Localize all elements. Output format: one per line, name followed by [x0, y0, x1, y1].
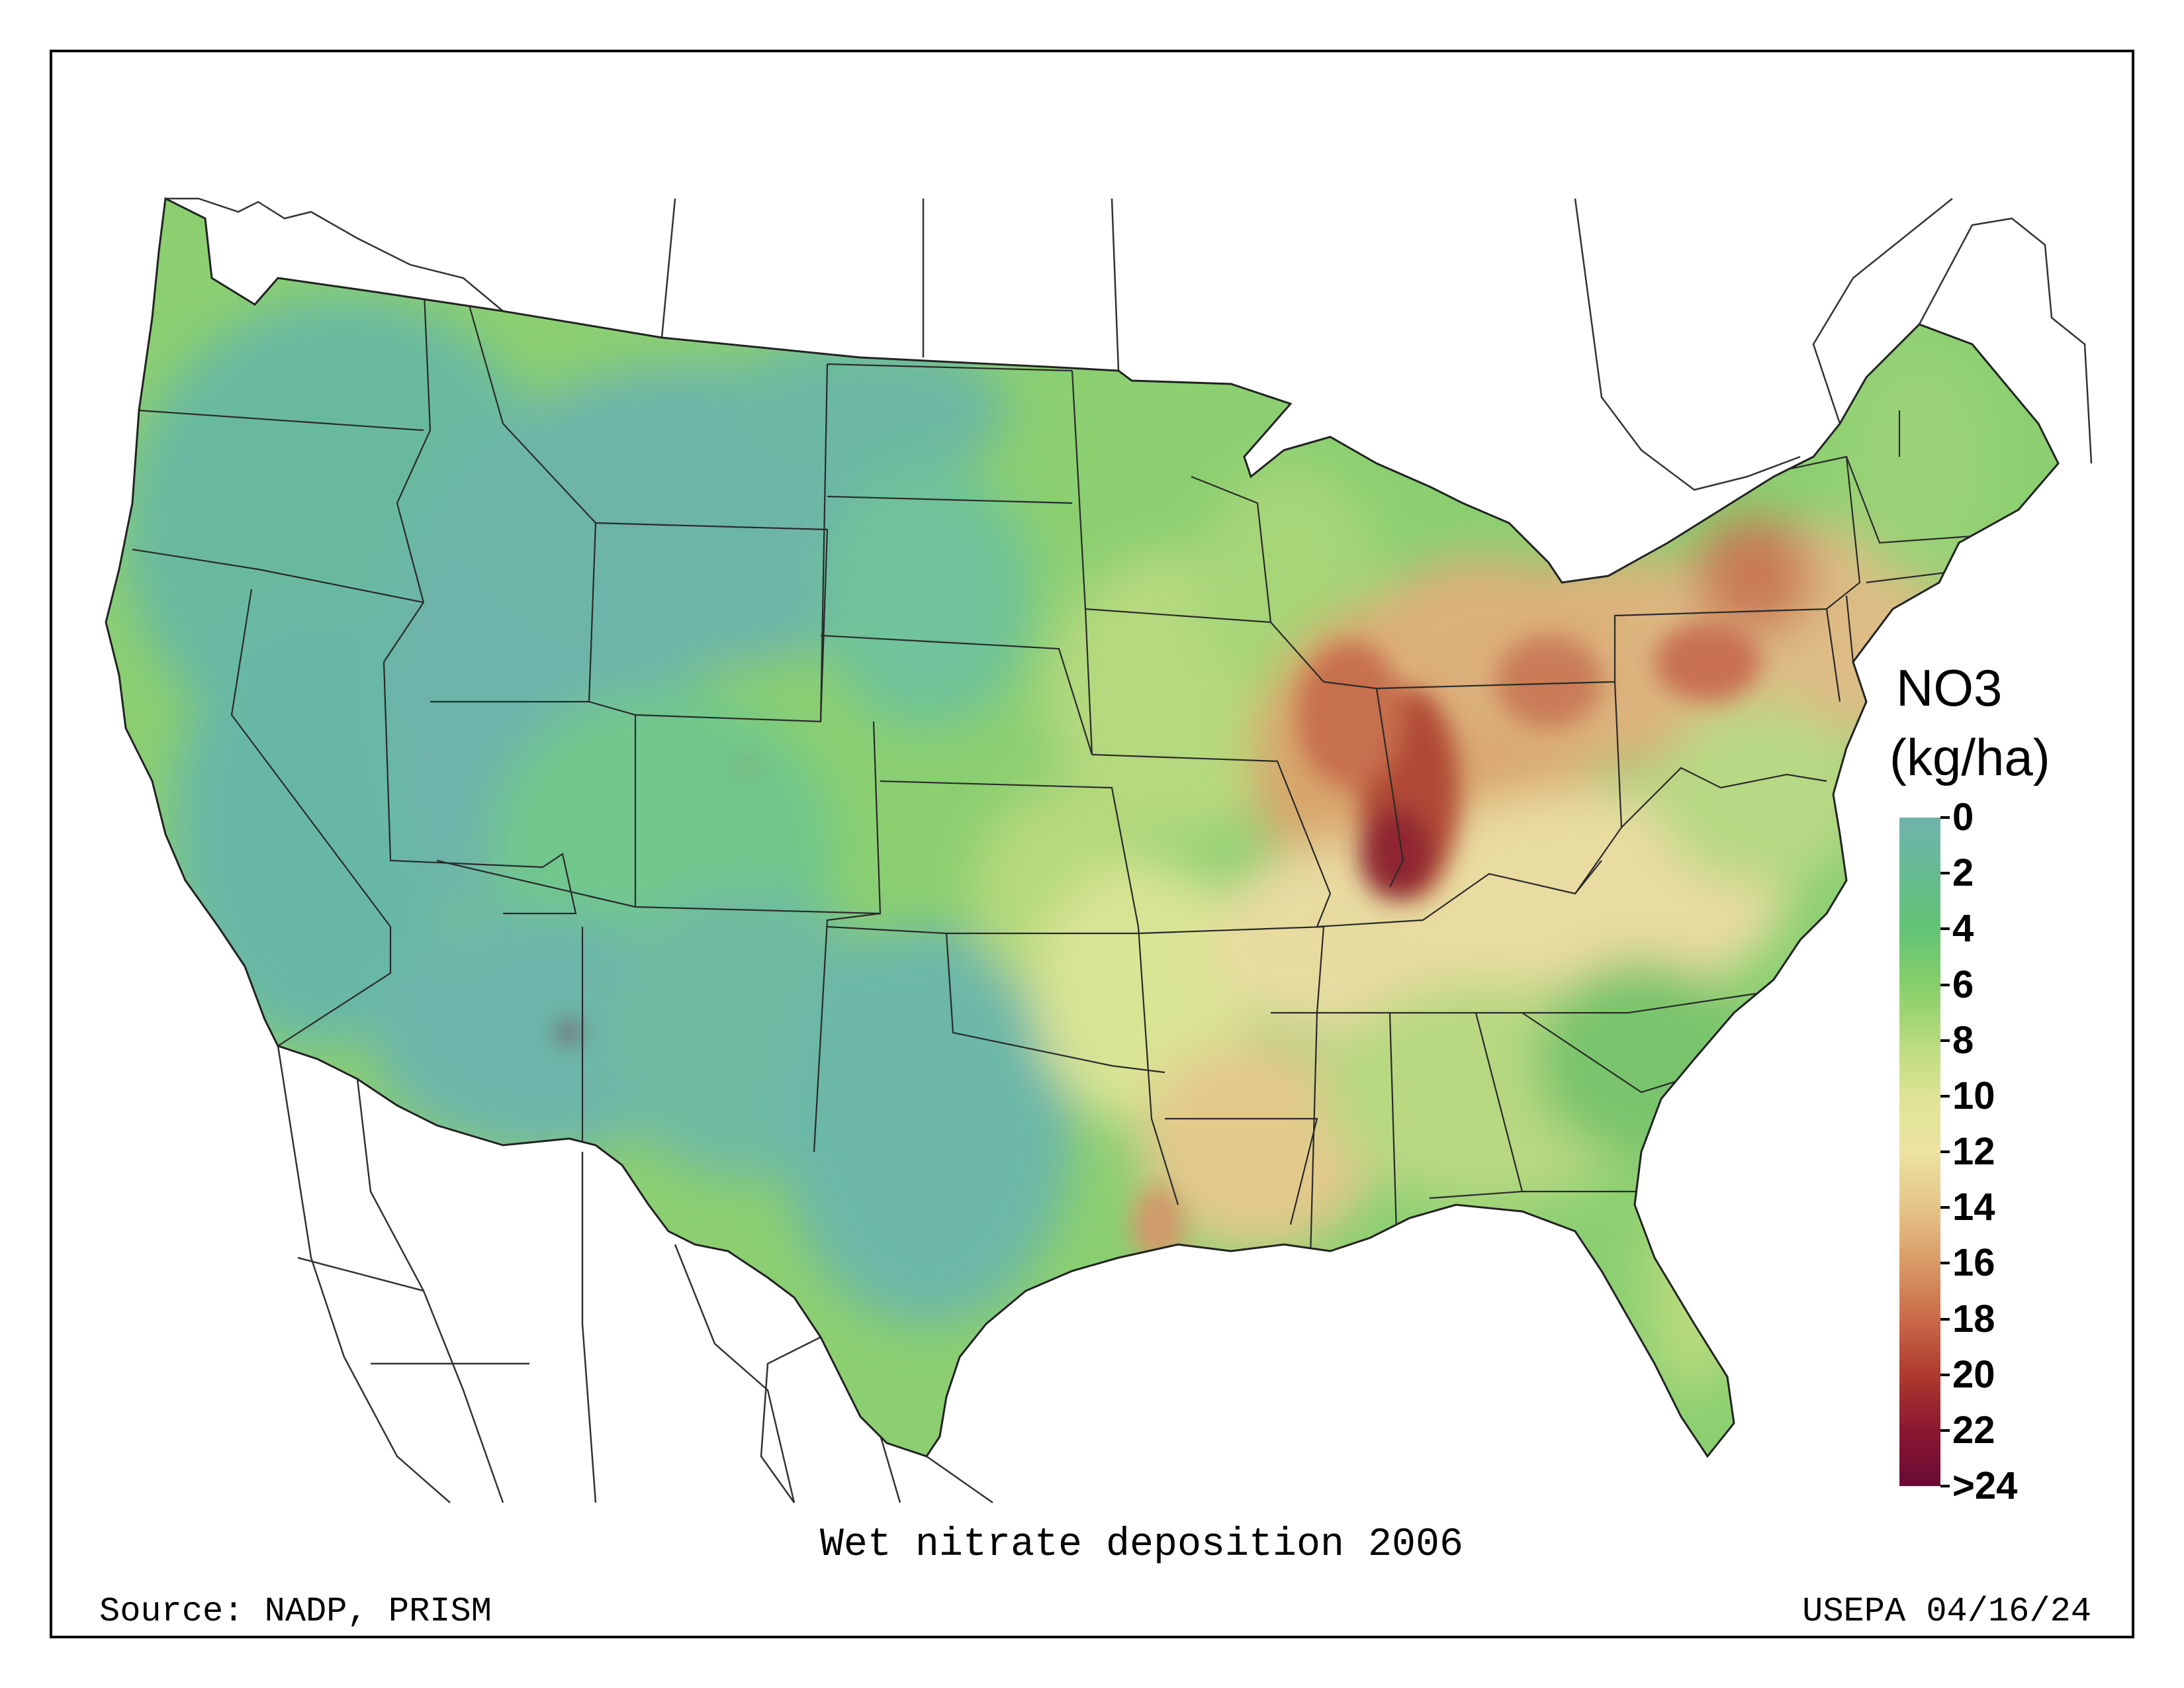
legend-tick-mark	[1940, 1150, 1950, 1153]
legend-colorbar	[1899, 818, 1940, 1486]
legend-tick-label: 4	[1952, 907, 1974, 951]
neighbor-boundaries	[165, 197, 2093, 1504]
legend-ticks: 0 2 4 6 8 10 12 14 16 18 20 22 >24	[1940, 796, 2086, 1507]
legend-tick-mark	[1940, 1039, 1950, 1042]
legend-tick-mark	[1940, 816, 1950, 819]
legend-tick-label: 10	[1952, 1074, 1995, 1117]
legend-tick-label: 18	[1952, 1297, 1995, 1340]
legend-tick-label: 8	[1952, 1018, 1974, 1062]
legend-tick-label: 6	[1952, 962, 1974, 1006]
legend-tick-mark	[1940, 983, 1950, 986]
legend-tick-mark	[1940, 1485, 1950, 1487]
legend-tick-mark	[1940, 1373, 1950, 1376]
deposition-field	[106, 199, 2058, 1456]
legend-tick-mark	[1940, 1094, 1950, 1098]
legend-tick-mark	[1940, 927, 1950, 931]
legend-tick-mark	[1940, 872, 1950, 875]
legend-tick-label: 0	[1952, 796, 1974, 839]
legend-tick-mark	[1940, 1206, 1950, 1209]
credit-note: USEPA 04/16/24	[1802, 1592, 2091, 1631]
legend-tick-label: 12	[1952, 1130, 1995, 1173]
legend-tick-mark	[1940, 1429, 1950, 1432]
legend-tick-label: 16	[1952, 1241, 1995, 1285]
legend-tick-mark	[1940, 1262, 1950, 1265]
legend-title: NO3	[1896, 659, 2003, 717]
legend-units: (kg/ha)	[1889, 728, 2050, 786]
legend-tick-label: >24	[1952, 1464, 2018, 1507]
legend-tick-label: 2	[1952, 851, 1974, 895]
legend-tick-label: 22	[1952, 1408, 1995, 1452]
legend-tick-mark	[1940, 1317, 1950, 1321]
legend-tick-label: 14	[1952, 1186, 1995, 1229]
legend-tick-label: 20	[1952, 1352, 1995, 1396]
source-note: Source: NADP, PRISM	[99, 1592, 492, 1631]
map-title: Wet nitrate deposition 2006	[819, 1523, 1464, 1568]
